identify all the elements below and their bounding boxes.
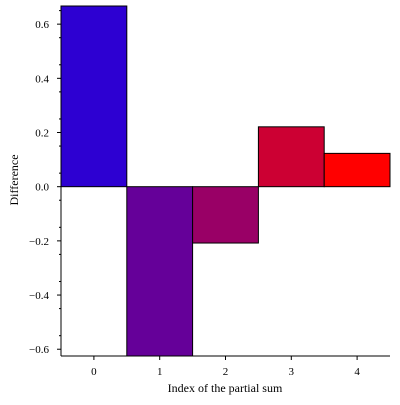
y-tick-label: −0.4	[29, 290, 49, 302]
bars-layer	[60, 5, 391, 357]
y-tick-label: 0.0	[35, 182, 49, 194]
bar-4	[323, 152, 391, 188]
x-axis-label: Index of the partial sum	[168, 381, 283, 395]
y-tick-label: −0.6	[29, 344, 49, 356]
bar-1	[126, 186, 194, 357]
y-tick-label: 0.2	[35, 128, 49, 140]
bar-2	[192, 186, 259, 244]
y-axis-label: Difference	[7, 154, 21, 205]
y-tick-label: 0.4	[35, 73, 49, 85]
y-tick-label: 0.6	[35, 19, 49, 31]
x-tick-label: 2	[223, 366, 229, 378]
x-tick-label: 0	[91, 366, 97, 378]
x-tick-label: 1	[157, 366, 163, 378]
bar-3	[257, 126, 325, 188]
x-tick-label: 3	[289, 366, 295, 378]
x-tick-label: 4	[354, 366, 360, 378]
labels-layer: Index of the partial sum Difference	[7, 154, 283, 395]
bar-0	[60, 5, 128, 188]
y-tick-label: −0.2	[29, 236, 49, 248]
axes-layer: −0.6 −0.4 −0.2 0.0 0.2 0.4 0.6 0 1 2 3 4	[29, 6, 390, 378]
